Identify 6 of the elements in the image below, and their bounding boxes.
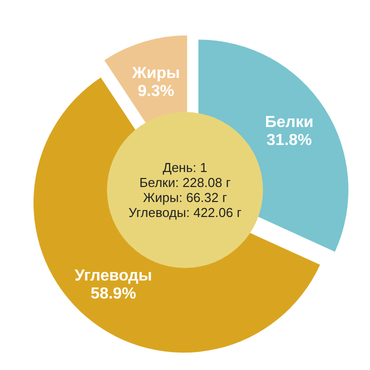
slice-label: Жиры bbox=[131, 65, 180, 82]
slice-label: Белки bbox=[265, 114, 314, 132]
data-label: 58.9% bbox=[90, 286, 136, 303]
data-label: 9.3% bbox=[138, 83, 174, 100]
data-label: 31.8% bbox=[266, 132, 312, 150]
slice-label: Углеводы bbox=[74, 268, 152, 285]
